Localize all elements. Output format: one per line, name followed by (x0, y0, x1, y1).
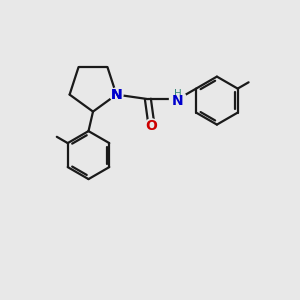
Text: H: H (174, 89, 182, 99)
Text: N: N (111, 88, 122, 102)
Circle shape (145, 119, 158, 132)
Circle shape (169, 91, 186, 107)
Text: N: N (111, 88, 122, 102)
Text: O: O (146, 118, 158, 133)
Text: N: N (172, 94, 184, 108)
Circle shape (110, 88, 123, 101)
